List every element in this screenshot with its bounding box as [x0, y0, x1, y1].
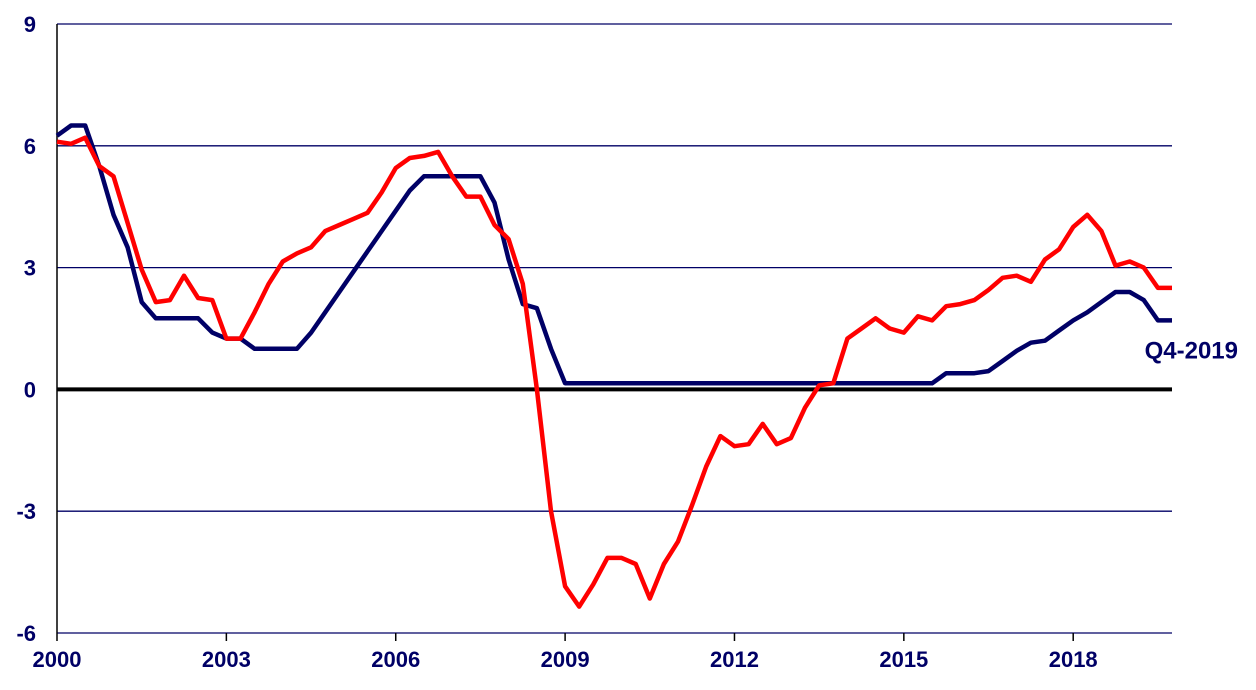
- x-tick-label: 2009: [541, 647, 590, 672]
- y-tick-label: -3: [16, 499, 36, 524]
- x-axis-ticks: 2000 2003 2006 2009 2012 2015 2018: [33, 633, 1098, 672]
- y-tick-label: -6: [16, 621, 36, 646]
- gridlines: [56, 23, 1172, 634]
- y-tick-label: 6: [24, 134, 36, 159]
- series-lines: [55, 123, 1172, 609]
- series-line-blue: [55, 123, 1172, 386]
- y-axis-ticks: 9 6 3 0 -3 -6: [16, 12, 36, 646]
- x-tick-label: 2015: [879, 647, 928, 672]
- y-tick-label: 3: [24, 256, 36, 281]
- end-annotation: Q4-2019: [1145, 337, 1238, 364]
- x-tick-label: 2000: [33, 647, 82, 672]
- x-tick-label: 2012: [710, 647, 759, 672]
- x-tick-label: 2006: [371, 647, 420, 672]
- x-tick-label: 2003: [202, 647, 251, 672]
- x-tick-label: 2018: [1049, 647, 1098, 672]
- y-tick-label: 0: [24, 377, 36, 402]
- series-line-red: [56, 135, 1172, 609]
- y-tick-label: 9: [24, 12, 36, 37]
